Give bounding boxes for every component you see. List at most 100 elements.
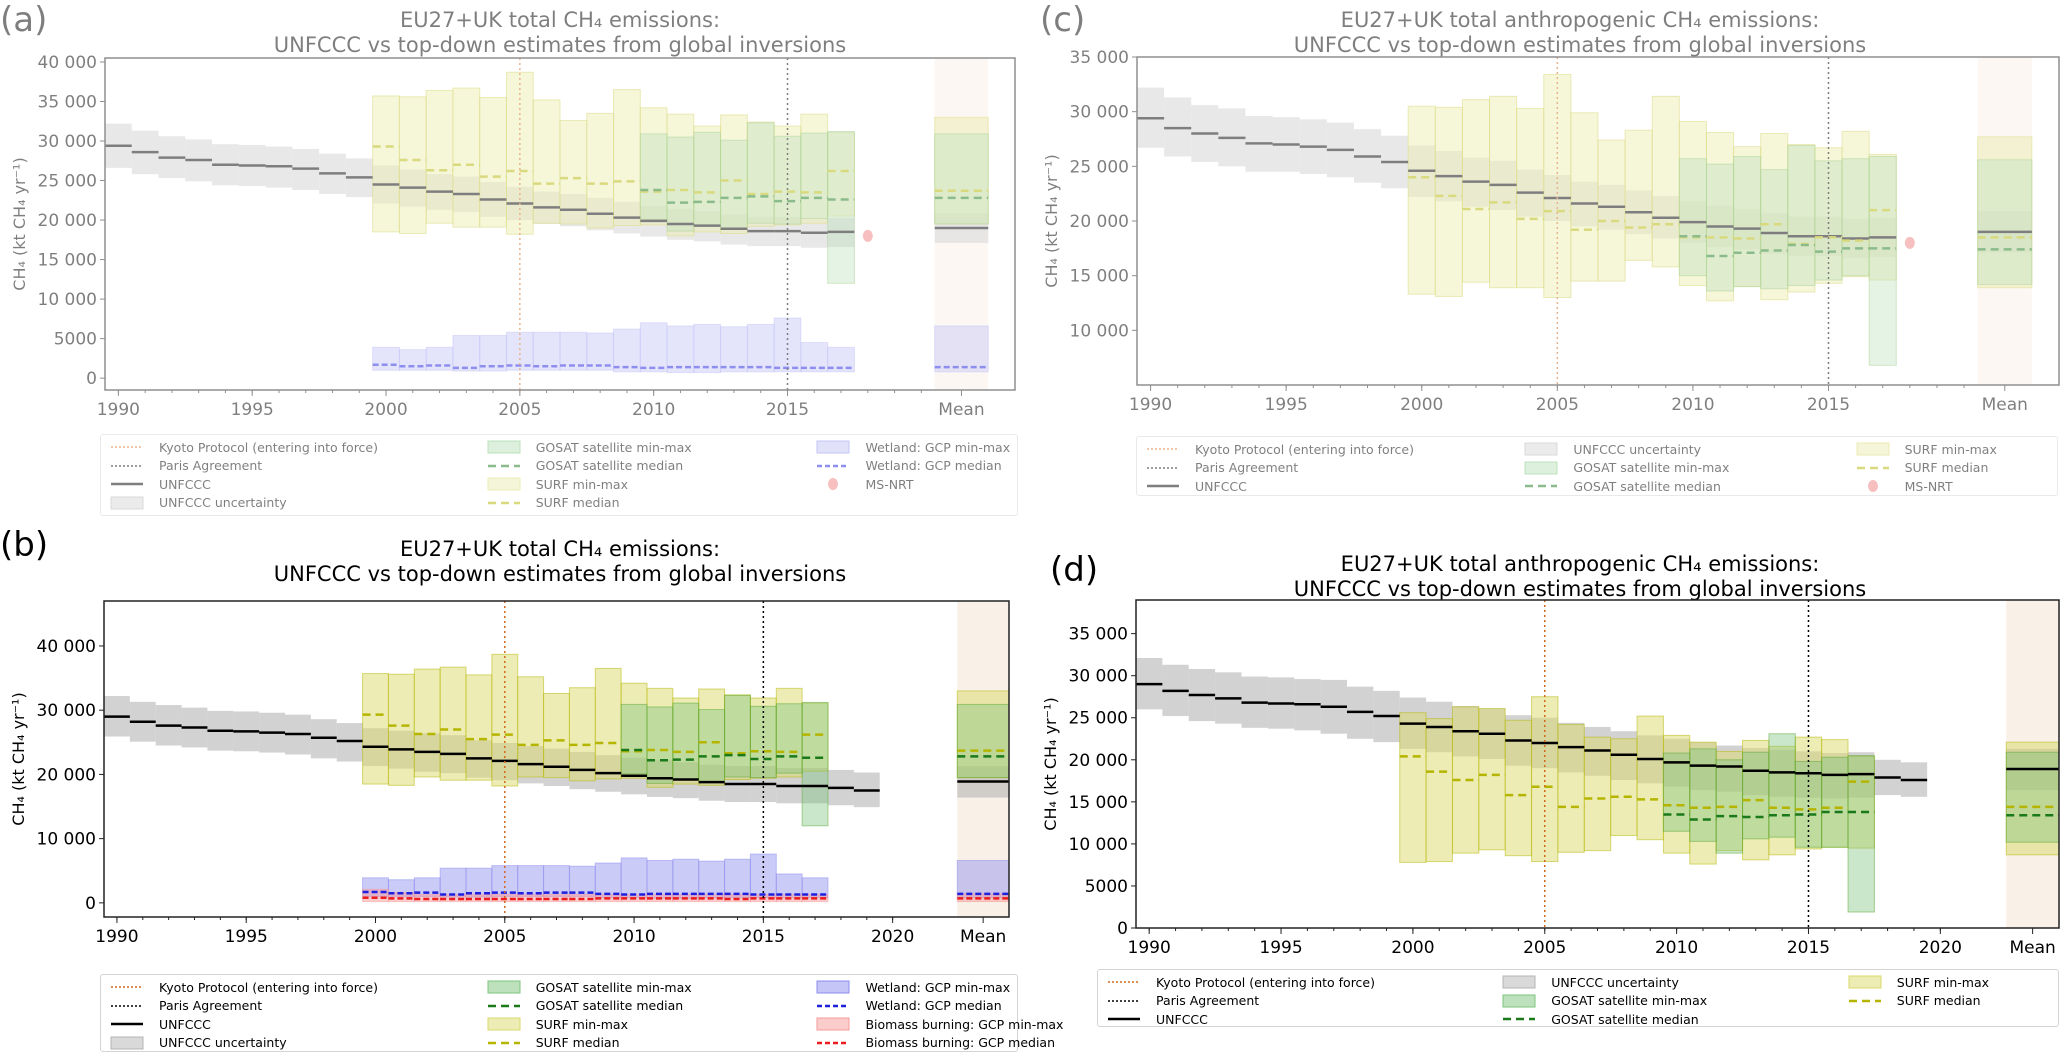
surf-minmax-bar xyxy=(387,673,415,786)
y-tick-label: 0 xyxy=(86,369,97,389)
legend-item: Paris Agreement xyxy=(109,457,262,475)
legend-label: Paris Agreement xyxy=(1156,993,1260,1008)
legend-item: UNFCCC xyxy=(1145,477,1247,495)
chart-title: EU27+UK total CH₄ emissions: UNFCCC vs t… xyxy=(100,8,1020,58)
legend-label: SURF median xyxy=(1904,460,1989,475)
chart-title-line1: EU27+UK total anthropogenic CH₄ emission… xyxy=(1340,552,1820,576)
chart-title-line1: EU27+UK total CH₄ emissions: xyxy=(399,8,721,32)
legend-label: UNFCCC xyxy=(159,1016,211,1032)
msnrt-point xyxy=(862,229,873,242)
legend-box xyxy=(816,440,850,454)
x-tick-label: Mean xyxy=(938,400,984,420)
x-tick-label: 2020 xyxy=(871,927,914,947)
x-tick-label: 1990 xyxy=(97,400,140,420)
surf-minmax-bar xyxy=(1841,130,1870,278)
surf-minmax-bar xyxy=(594,667,622,780)
surf-minmax-bar xyxy=(724,694,751,781)
legend-label: UNFCCC uncertainty xyxy=(1573,441,1702,457)
x-tick-label: 2010 xyxy=(612,927,655,947)
legend-swatch-icon xyxy=(110,496,144,509)
plot-area xyxy=(1137,57,2033,385)
surf-minmax-bar xyxy=(1624,129,1653,261)
surf-minmax-bar-mean xyxy=(934,116,989,225)
surf-minmax-bar xyxy=(372,95,400,233)
legend-swatch-icon xyxy=(487,464,520,467)
y-tick-label: 35 000 xyxy=(38,92,97,112)
surf-minmax-bar xyxy=(693,125,722,233)
legend-label: SURF min-max xyxy=(1896,974,1990,990)
surf-minmax-bar xyxy=(639,107,668,226)
legend-item: UNFCCC uncertainty xyxy=(1523,440,1701,458)
surf-minmax-bar xyxy=(746,121,775,227)
gosat-minmax-bar xyxy=(724,694,751,778)
wetland-minmax-bar xyxy=(452,334,481,372)
panel-d: (d) EU27+UK total anthropogenic CH₄ emis… xyxy=(1040,540,2067,980)
legend-label: MS-NRT xyxy=(1904,478,1953,494)
legend-item: SURF median xyxy=(486,494,620,512)
y-axis-label: CH₄ (kt CH₄ yr⁻¹) xyxy=(1041,697,1060,830)
legend-swatch-icon xyxy=(1108,999,1140,1002)
legend-item: Kyoto Protocol (entering into force) xyxy=(1145,440,1414,458)
legend-label: GOSAT satellite median xyxy=(535,458,684,473)
msnrt-point xyxy=(1904,236,1915,249)
y-axis-label: CH₄ (kt CH₄ yr⁻¹) xyxy=(10,157,29,290)
legend-swatch-icon xyxy=(1856,442,1890,456)
chart-title-line2: UNFCCC vs top-down estimates from global… xyxy=(273,33,847,57)
legend-label: GOSAT satellite min-max xyxy=(535,979,692,995)
gosat-minmax-bar xyxy=(698,709,726,783)
x-tick-label: Mean xyxy=(1982,395,2028,415)
y-tick-label: 15 000 xyxy=(1069,793,1128,813)
surf-minmax-bar xyxy=(586,112,615,229)
legend-label: SURF min-max xyxy=(1904,441,1997,457)
surf-minmax-bar xyxy=(1478,707,1506,851)
x-tick-label: 2000 xyxy=(1400,395,1443,415)
chart-d: 0 5000 10 000 15 000 20 000 25 000 30 000 35 00… xyxy=(1041,599,2060,958)
legend-item: UNFCCC uncertainty xyxy=(1501,973,1679,991)
legend-item: Biomass burning: GCP min-max xyxy=(815,1015,1063,1033)
x-tick-label: 2005 xyxy=(498,400,541,420)
y-tick-label: 30 000 xyxy=(1070,103,1129,123)
y-tick-label: 0 xyxy=(1117,919,1128,939)
gosat-minmax-bar xyxy=(620,703,648,775)
surf-minmax-bar xyxy=(1399,712,1427,863)
legend-item: GOSAT satellite median xyxy=(486,997,683,1015)
surf-minmax-bar xyxy=(1489,95,1518,289)
legend-swatch-icon xyxy=(1502,994,1536,1007)
x-tick-label: 2005 xyxy=(483,927,526,947)
mean-band xyxy=(934,58,989,390)
y-tick-label: 5000 xyxy=(1085,877,1128,897)
legend-label: Biomass burning: GCP min-max xyxy=(865,1016,1064,1032)
legend-item: GOSAT satellite min-max xyxy=(1501,992,1707,1010)
x-tick-label: 1990 xyxy=(1129,395,1172,415)
legend-item: GOSAT satellite median xyxy=(1501,1010,1699,1028)
legend-item: Paris Agreement xyxy=(109,997,262,1015)
legend-swatch-icon xyxy=(816,980,850,994)
y-tick-label: 25 000 xyxy=(1070,157,1129,177)
wetland-minmax-bar xyxy=(672,858,700,899)
gosat-minmax-bar xyxy=(1662,752,1691,832)
wetland-minmax-bar xyxy=(720,326,748,373)
legend-box xyxy=(1502,975,1536,989)
legend-swatch-icon xyxy=(817,1041,850,1044)
gosat-minmax-bar xyxy=(639,133,668,220)
legend-label: Kyoto Protocol (entering into force) xyxy=(159,979,378,995)
legend-item: MS-NRT xyxy=(1855,477,1953,495)
surf-minmax-bar xyxy=(801,702,829,772)
plot-frame xyxy=(104,57,1016,391)
legend-label: Wetland: GCP median xyxy=(865,458,1002,473)
y-tick-label: 15 000 xyxy=(1070,267,1129,287)
plot-area xyxy=(105,58,989,390)
legend-label: Wetland: GCP min-max xyxy=(865,439,1011,455)
y-tick-label: 35 000 xyxy=(1070,48,1129,68)
legend-swatch-icon xyxy=(817,1004,850,1007)
wetland-minmax-bar-mean xyxy=(934,325,989,373)
legend-item: SURF median xyxy=(486,1034,620,1052)
surf-minmax-bar xyxy=(568,687,596,782)
gosat-minmax-bar xyxy=(746,122,775,224)
legend-label: GOSAT satellite min-max xyxy=(535,439,692,455)
surf-minmax-bar xyxy=(1847,755,1875,849)
legend-swatch-icon xyxy=(828,478,839,490)
x-tick-label: 2010 xyxy=(1655,938,1698,958)
surf-minmax-bar-mean xyxy=(1977,136,2033,289)
surf-minmax-bar xyxy=(613,89,641,227)
